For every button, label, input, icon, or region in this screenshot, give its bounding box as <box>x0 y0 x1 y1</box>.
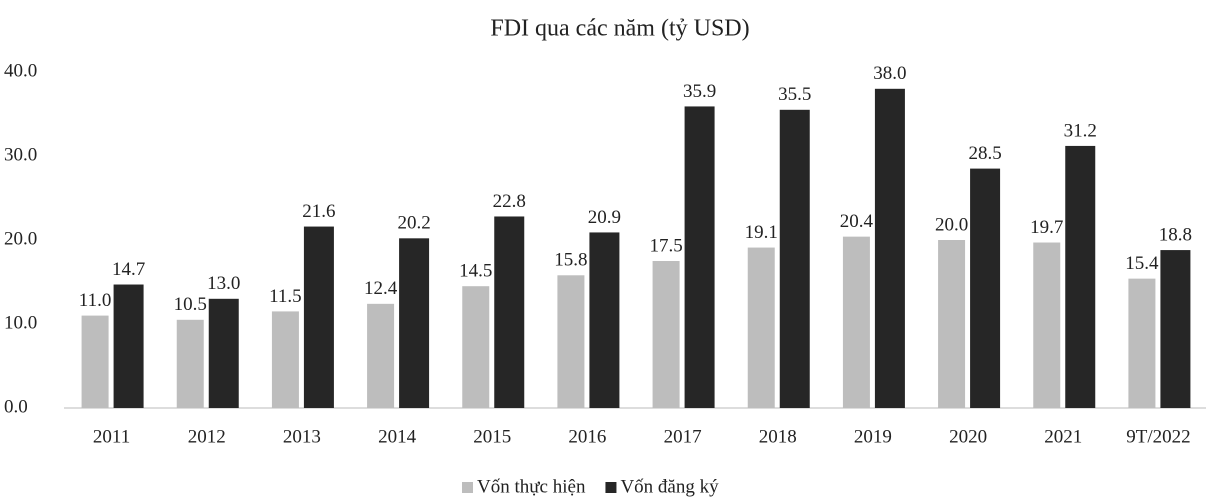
y-tick-label: 0.0 <box>4 396 28 417</box>
bar <box>81 315 109 408</box>
y-tick-label: 40.0 <box>4 60 37 81</box>
x-tick-label: 9T/2022 <box>1126 426 1190 447</box>
bar <box>874 88 905 409</box>
x-tick-label: 2012 <box>188 426 226 447</box>
data-label: 28.5 <box>968 143 1001 164</box>
data-label: 35.9 <box>683 81 716 102</box>
data-label: 15.8 <box>554 250 587 271</box>
data-label: 19.1 <box>745 222 778 243</box>
x-tick-label: 2013 <box>283 426 321 447</box>
data-label: 17.5 <box>649 235 682 256</box>
x-tick-label: 2014 <box>378 426 417 447</box>
x-tick-label: 2019 <box>854 426 892 447</box>
data-label: 14.7 <box>112 259 145 280</box>
data-label: 18.8 <box>1159 224 1192 245</box>
bar <box>1160 250 1191 408</box>
data-label: 22.8 <box>493 191 526 212</box>
data-label: 20.2 <box>397 213 430 234</box>
bar <box>684 106 715 408</box>
data-label: 11.5 <box>269 286 302 307</box>
data-label: 15.4 <box>1125 253 1159 274</box>
bar <box>747 247 775 408</box>
x-tick-label: 2016 <box>568 426 606 447</box>
x-tick-label: 2017 <box>664 426 702 447</box>
data-label: 19.7 <box>1030 217 1063 238</box>
bar <box>1033 242 1061 408</box>
x-tick-label: 2011 <box>93 426 130 447</box>
legend-label: Vốn đăng ký <box>620 476 719 497</box>
bar <box>1128 278 1156 408</box>
bar <box>970 168 1001 408</box>
data-label: 10.5 <box>174 294 207 315</box>
bar <box>462 286 490 408</box>
bar <box>303 226 334 408</box>
bar <box>652 261 680 408</box>
bar <box>271 311 299 408</box>
bar <box>842 236 870 408</box>
data-label: 20.9 <box>588 207 621 228</box>
data-label: 21.6 <box>302 201 335 222</box>
data-label: 31.2 <box>1064 120 1097 141</box>
bar <box>113 284 144 408</box>
data-label: 11.0 <box>79 290 112 311</box>
bar <box>779 109 810 409</box>
bar <box>367 303 395 408</box>
bar <box>176 319 204 408</box>
bar <box>589 232 620 408</box>
x-tick-label: 2018 <box>759 426 797 447</box>
bar <box>399 238 430 408</box>
y-tick-label: 10.0 <box>4 312 37 333</box>
legend-swatch <box>605 482 617 493</box>
bar <box>557 275 585 408</box>
y-tick-label: 30.0 <box>4 144 37 165</box>
data-label: 14.5 <box>459 261 492 282</box>
legend-label: Vốn thực hiện <box>477 476 586 497</box>
chart-title: FDI qua các năm (tỷ USD) <box>490 16 749 42</box>
data-label: 12.4 <box>364 278 398 299</box>
x-tick-label: 2015 <box>473 426 511 447</box>
data-label: 13.0 <box>207 273 240 294</box>
x-tick-label: 2021 <box>1044 426 1082 447</box>
bar <box>1065 145 1096 409</box>
bar <box>208 298 239 408</box>
data-label: 35.5 <box>778 84 811 105</box>
data-label: 20.4 <box>840 211 874 232</box>
y-tick-label: 20.0 <box>4 228 37 249</box>
bar <box>938 240 966 408</box>
x-tick-label: 2020 <box>949 426 987 447</box>
data-label: 38.0 <box>873 63 906 84</box>
legend-swatch <box>462 482 473 493</box>
bar <box>494 216 525 408</box>
data-label: 20.0 <box>935 214 968 235</box>
